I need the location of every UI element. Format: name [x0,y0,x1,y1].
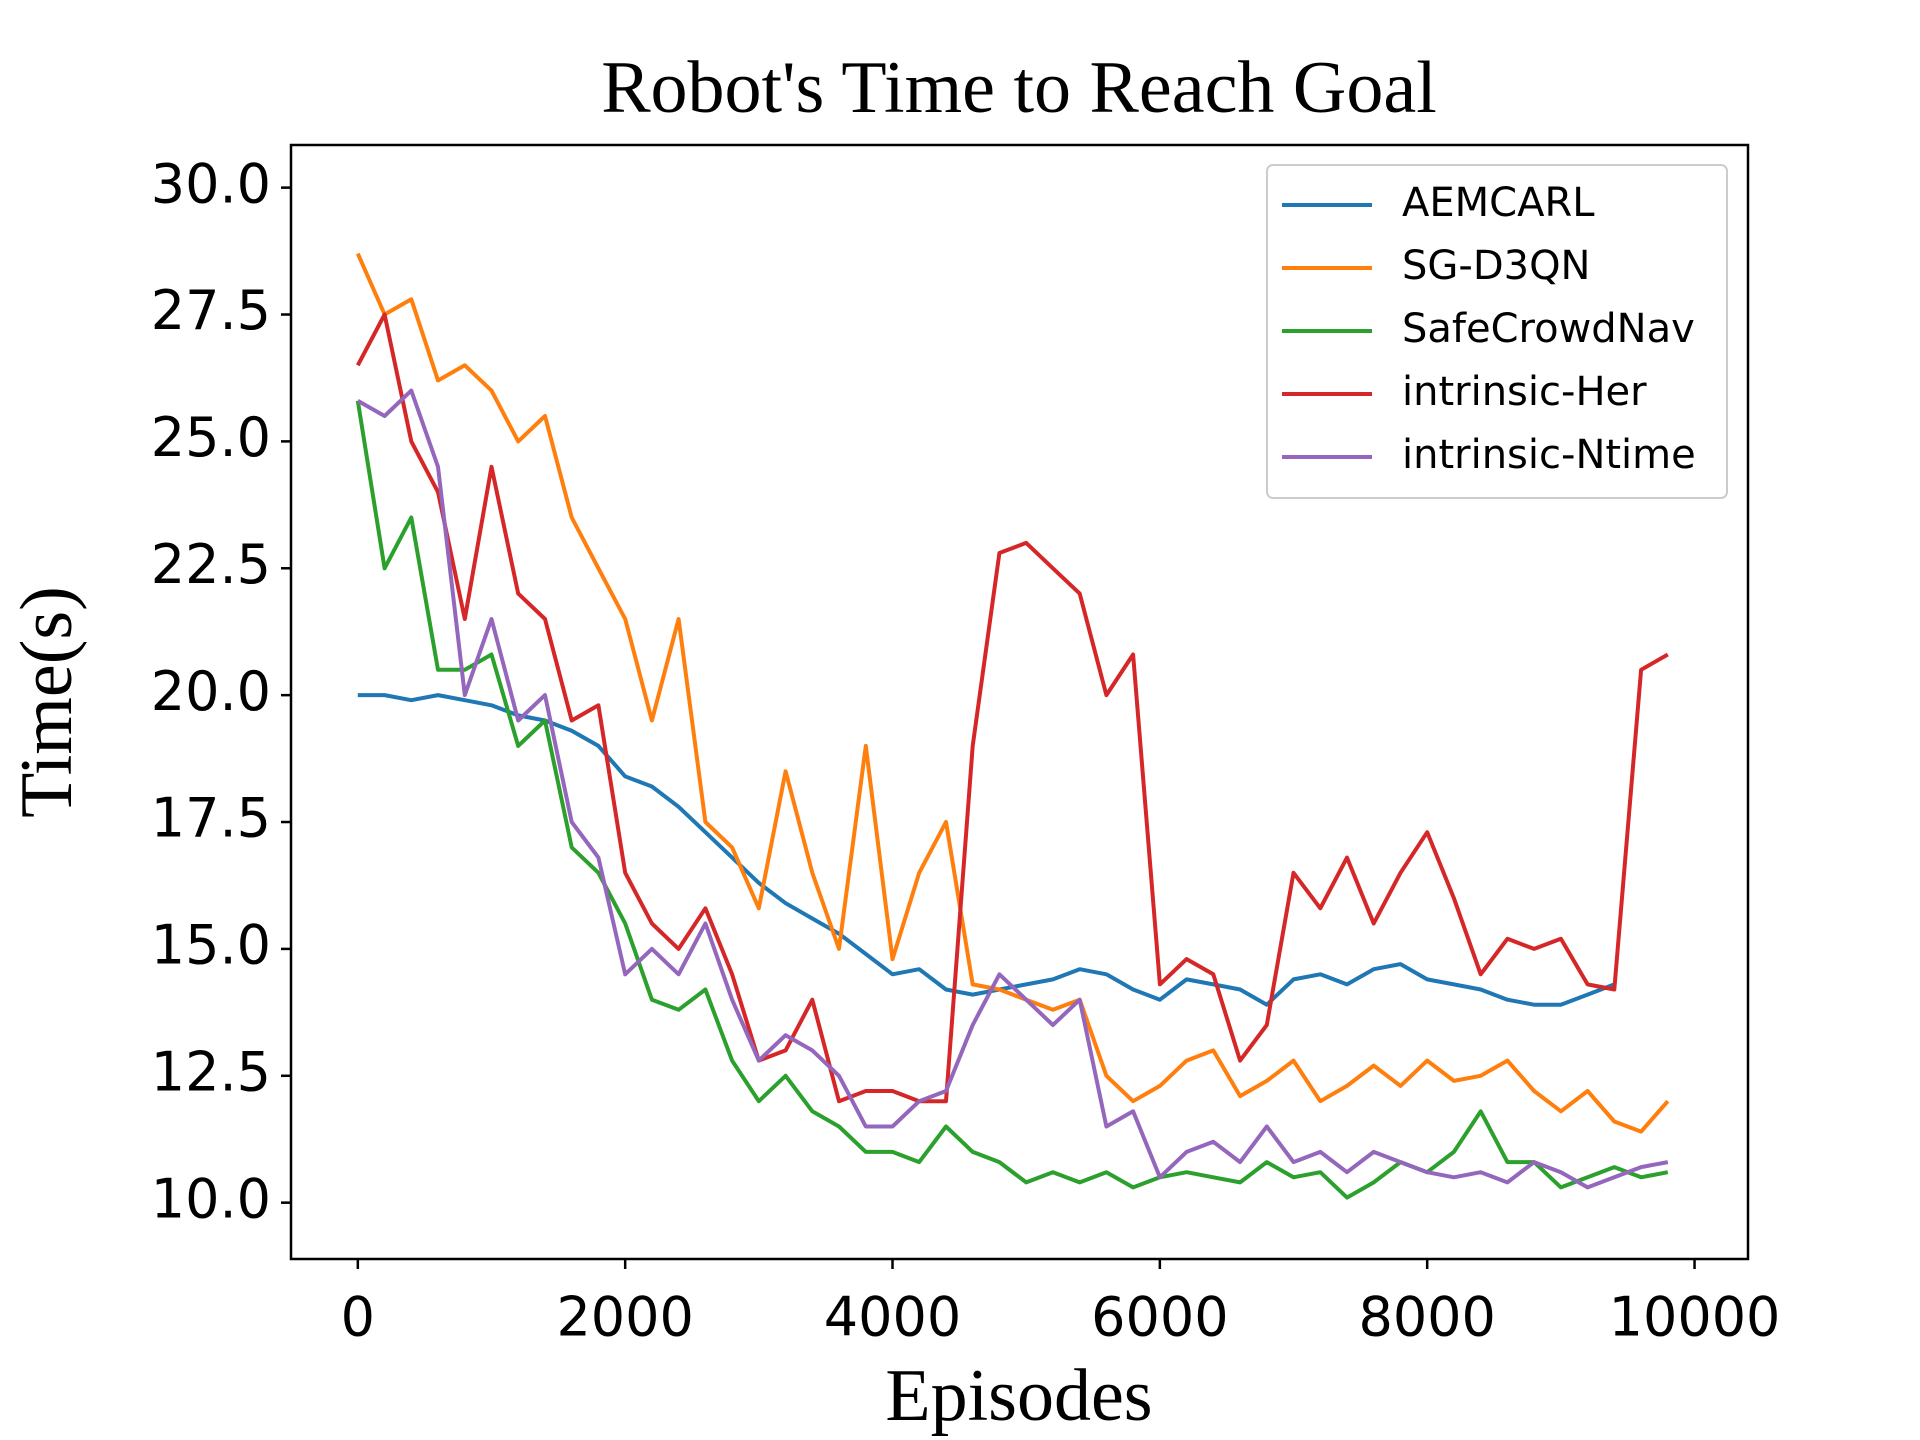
series-line [355,252,1670,1134]
legend-label: SG-D3QN [1402,243,1590,289]
y-tick-label: 20.0 [151,660,271,723]
legend-box [1266,164,1728,499]
y-tick-label: 27.5 [151,279,271,342]
y-tick-label: 25.0 [151,406,271,469]
series-line [357,693,1616,1007]
y-tick-label: 22.5 [151,533,271,596]
x-tick-label: 0 [341,1286,375,1349]
series-line [356,388,1669,1190]
legend-label: SafeCrowdNav [1402,306,1695,352]
x-tick-label: 10000 [1609,1286,1781,1349]
legend-label: intrinsic-Ntime [1402,432,1696,478]
chart-title: Robot's Time to Reach Goal [601,47,1437,129]
y-tick-label: 12.5 [151,1040,271,1103]
y-tick-label: 15.0 [151,914,271,977]
y-tick-label: 17.5 [151,787,271,850]
x-tick-label: 8000 [1358,1286,1495,1349]
x-tick-label: 2000 [556,1286,693,1349]
y-tick-label: 10.0 [151,1167,271,1230]
series-line [355,400,1669,1200]
plot-frame [289,143,1750,1261]
y-tick-label: 30.0 [151,152,271,215]
legend-label: intrinsic-Her [1402,369,1647,415]
x-tick-label: 6000 [1091,1286,1228,1349]
series-line [356,312,1669,1104]
x-tick-label: 4000 [824,1286,961,1349]
legend-label: AEMCARL [1402,180,1595,226]
y-axis-label: Time(s) [6,586,88,818]
x-axis-label: Episodes [885,1355,1152,1437]
